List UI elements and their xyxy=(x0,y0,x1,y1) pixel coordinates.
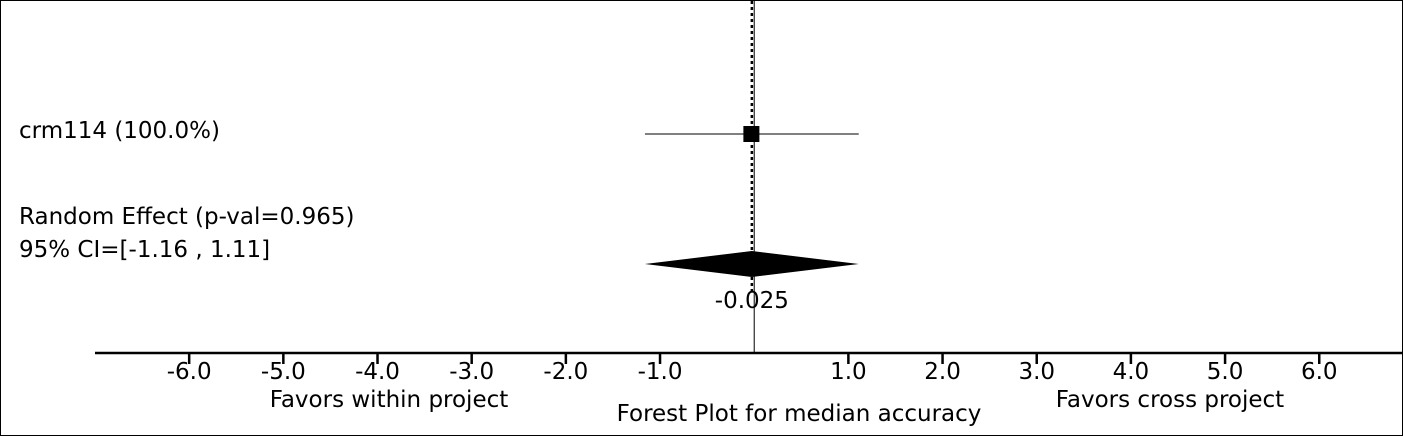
x-tick-label: 4.0 xyxy=(1113,359,1150,385)
summary-label-line2: 95% CI=[-1.16 , 1.11] xyxy=(19,237,270,263)
favors-left-label: Favors within project xyxy=(270,387,509,413)
x-tick-label: -5.0 xyxy=(261,359,306,385)
x-tick-label: 2.0 xyxy=(924,359,961,385)
summary-label-line1: Random Effect (p-val=0.965) xyxy=(19,204,354,230)
x-tick-label: -3.0 xyxy=(449,359,494,385)
summary-estimate-label: -0.025 xyxy=(715,288,789,314)
x-tick-label: -4.0 xyxy=(355,359,400,385)
chart-title: Forest Plot for median accuracy xyxy=(617,401,982,427)
study-label: crm114 (100.0%) xyxy=(19,118,220,144)
x-tick-label: -6.0 xyxy=(167,359,212,385)
favors-right-label: Favors cross project xyxy=(1056,387,1284,413)
x-tick-label: 1.0 xyxy=(830,359,867,385)
summary-diamond xyxy=(644,251,859,277)
study-point-estimate xyxy=(743,126,760,142)
x-tick-label: 3.0 xyxy=(1018,359,1055,385)
x-tick-label: -1.0 xyxy=(638,359,683,385)
x-tick-label: 5.0 xyxy=(1207,359,1244,385)
x-tick-label: -2.0 xyxy=(543,359,588,385)
x-tick-label: 6.0 xyxy=(1301,359,1338,385)
